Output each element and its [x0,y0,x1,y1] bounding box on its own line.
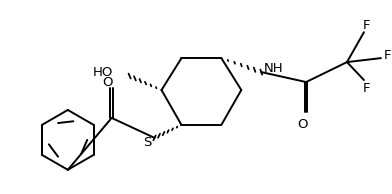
Text: NH: NH [264,61,284,74]
Text: HO: HO [92,66,113,79]
Text: O: O [297,118,307,131]
Text: F: F [384,49,391,62]
Text: F: F [363,81,371,94]
Text: S: S [143,136,152,149]
Text: F: F [363,19,371,32]
Text: O: O [102,75,113,88]
